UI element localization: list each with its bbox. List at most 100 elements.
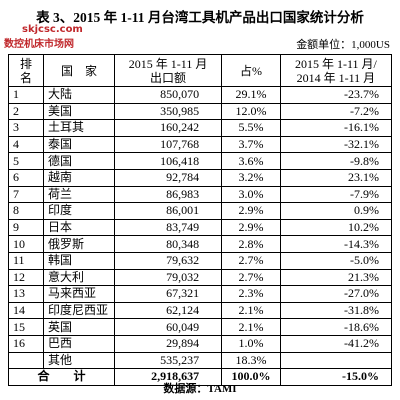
cell-rank: 15 xyxy=(8,318,44,336)
table-row: 11 韩国 79,632 2.7% -5.0% xyxy=(8,251,393,270)
total-amount: 2,918,637 xyxy=(113,368,223,386)
cell-rank: 5 xyxy=(8,152,44,170)
cell-name: 越南 xyxy=(43,168,115,187)
cell-share: 2.7% xyxy=(221,268,281,287)
cell-name: 巴西 xyxy=(43,334,115,353)
cell-name: 俄罗斯 xyxy=(43,235,115,253)
cell-amount: 67,321 xyxy=(113,285,223,303)
header-cell: 排名 xyxy=(8,54,44,87)
cell-rank: 6 xyxy=(8,168,44,187)
cell-name: 马来西亚 xyxy=(43,285,115,303)
cell-amount: 80,348 xyxy=(113,235,223,253)
header-line: 占% xyxy=(239,63,262,78)
cell-change: -18.6% xyxy=(279,318,393,336)
header-line: 2014 年 1-11 月 xyxy=(296,70,376,85)
cell-change: -23.7% xyxy=(279,86,393,104)
cell-amount: 850,070 xyxy=(113,86,223,104)
header-line: 名 xyxy=(19,70,32,85)
cell-amount: 350,985 xyxy=(113,102,223,121)
total-row: 合 计 2,918,637 100.0% -15.0% xyxy=(8,368,393,386)
cell-change: -27.0% xyxy=(279,285,393,303)
header-cell: 国 家 xyxy=(43,54,115,87)
header-cell: 占% xyxy=(221,54,281,87)
header-line: 2015 年 1-11 月/ xyxy=(294,56,377,71)
cell-amount: 83,749 xyxy=(113,218,223,237)
cell-change: 21.3% xyxy=(279,268,393,287)
cell-name: 土耳其 xyxy=(43,119,115,137)
cell-amount: 86,001 xyxy=(113,202,223,220)
cell-amount: 79,032 xyxy=(113,268,223,287)
header-row: 排名 国 家 2015 年 1-11 月出口额 占% 2015 年 1-11 月/201… xyxy=(8,54,393,87)
cell-name: 意大利 xyxy=(43,268,115,287)
table-row: 12 意大利 79,032 2.7% 21.3% xyxy=(8,268,393,287)
cell-name: 泰国 xyxy=(43,135,115,154)
cell-name: 美国 xyxy=(43,102,115,121)
cell-share: 2.9% xyxy=(221,218,281,237)
cell-rank: 1 xyxy=(8,86,44,104)
table-row: 9 日本 83,749 2.9% 10.2% xyxy=(8,218,393,237)
cell-name: 印度尼西亚 xyxy=(43,301,115,320)
cell-change: -9.8% xyxy=(279,152,393,170)
cell-rank xyxy=(8,351,44,370)
table-row: 5 德国 106,418 3.6% -9.8% xyxy=(8,152,393,170)
cell-share: 12.0% xyxy=(221,102,281,121)
watermark-name: 数控机床市场网 xyxy=(4,39,74,50)
cell-rank: 8 xyxy=(8,202,44,220)
table-row: 2 美国 350,985 12.0% -7.2% xyxy=(8,102,393,121)
table-row: 10 俄罗斯 80,348 2.8% -14.3% xyxy=(8,235,393,253)
cell-share: 2.1% xyxy=(221,301,281,320)
cell-share: 5.5% xyxy=(221,119,281,137)
table-row: 1 大陆 850,070 29.1% -23.7% xyxy=(8,86,393,104)
cell-rank: 10 xyxy=(8,235,44,253)
cell-rank: 14 xyxy=(8,301,44,320)
cell-change: -32.1% xyxy=(279,135,393,154)
cell-rank: 13 xyxy=(8,285,44,303)
cell-name: 日本 xyxy=(43,218,115,237)
total-share: 100.0% xyxy=(221,368,281,386)
header-line: 国 家 xyxy=(60,63,97,78)
table-row: 13 马来西亚 67,321 2.3% -27.0% xyxy=(8,285,393,303)
cell-name: 其他 xyxy=(43,351,115,370)
cell-share: 3.7% xyxy=(221,135,281,154)
cell-share: 2.1% xyxy=(221,318,281,336)
cell-change: 23.1% xyxy=(279,168,393,187)
watermark-site: skjcsc.com xyxy=(22,24,83,35)
cell-share: 3.0% xyxy=(221,185,281,204)
watermark: skjcsc.com 数控机床市场网 xyxy=(4,24,83,50)
other-row: 其他 535,237 18.3% xyxy=(8,351,393,370)
cell-rank: 3 xyxy=(8,119,44,137)
total-label: 合 计 xyxy=(8,368,115,386)
cell-amount: 160,242 xyxy=(113,119,223,137)
header-cell: 2015 年 1-11 月出口额 xyxy=(113,54,223,87)
cell-amount: 535,237 xyxy=(113,351,223,370)
source: 数据源：TAMI xyxy=(163,383,237,395)
cell-change xyxy=(279,351,393,370)
cell-change: -5.0% xyxy=(279,251,393,270)
cell-name: 大陆 xyxy=(43,86,115,104)
total-change: -15.0% xyxy=(279,368,393,386)
cell-rank: 9 xyxy=(8,218,44,237)
cell-change: -41.2% xyxy=(279,334,393,353)
table-row: 3 土耳其 160,242 5.5% -16.1% xyxy=(8,119,393,137)
header-cell: 2015 年 1-11 月/2014 年 1-11 月 xyxy=(279,54,393,87)
cell-share: 1.0% xyxy=(221,334,281,353)
table: 排名 国 家 2015 年 1-11 月出口额 占% 2015 年 1-11 月/201… xyxy=(8,54,393,386)
cell-rank: 2 xyxy=(8,102,44,121)
cell-change: -16.1% xyxy=(279,119,393,137)
cell-rank: 12 xyxy=(8,268,44,287)
cell-change: -14.3% xyxy=(279,235,393,253)
cell-change: 10.2% xyxy=(279,218,393,237)
cell-share: 2.8% xyxy=(221,235,281,253)
title: 表 3、2015 年 1-11 月台湾工具机产品出口国家统计分析 xyxy=(36,10,364,25)
cell-rank: 11 xyxy=(8,251,44,270)
cell-change: -31.8% xyxy=(279,301,393,320)
cell-share: 3.2% xyxy=(221,168,281,187)
cell-rank: 4 xyxy=(8,135,44,154)
cell-amount: 29,894 xyxy=(113,334,223,353)
cell-change: 0.9% xyxy=(279,202,393,220)
table-row: 7 荷兰 86,983 3.0% -7.9% xyxy=(8,185,393,204)
table-row: 8 印度 86,001 2.9% 0.9% xyxy=(8,202,393,220)
table-row: 6 越南 92,784 3.2% 23.1% xyxy=(8,168,393,187)
cell-amount: 107,768 xyxy=(113,135,223,154)
cell-name: 荷兰 xyxy=(43,185,115,204)
